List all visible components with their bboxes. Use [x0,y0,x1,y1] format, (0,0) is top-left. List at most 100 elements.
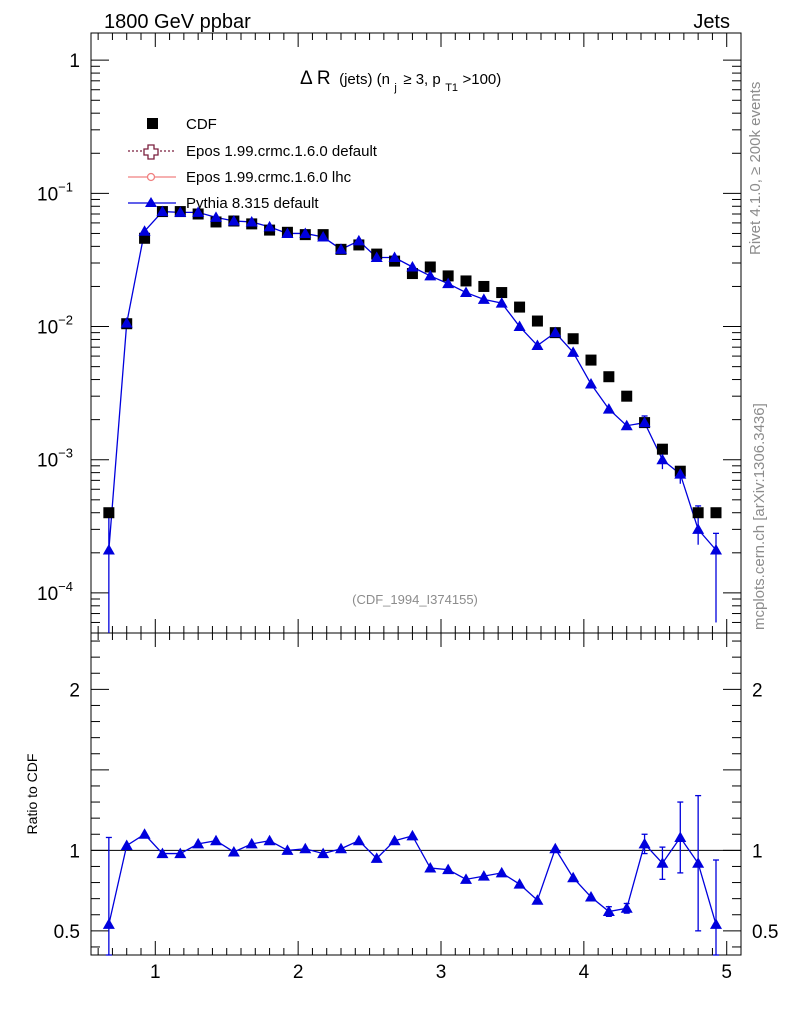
ratio-point [192,837,205,849]
cdf-point [478,280,490,292]
title-gt100: >100) [462,71,501,88]
pythia-point [227,215,240,226]
ratio-point [442,863,455,875]
pythia-point [138,225,151,236]
pythia-point [299,227,312,238]
mcplots-label: mcplots.cern.ch [arXiv:1306.3436] [751,403,768,630]
title-sub-j: j [393,82,396,94]
ratio-point [620,902,633,913]
cdf-point [710,507,722,519]
y-tick-label: 10−1 [37,179,73,205]
y-tick-exponent: −2 [58,313,73,328]
legend-pythia-marker [145,197,157,207]
y-tick-base: 10 [37,184,58,205]
pythia-point [192,206,205,217]
ratio-point [406,829,419,841]
cdf-point [103,507,115,519]
pythia-point [460,286,472,298]
ratio-point [263,834,276,846]
ratio-point [460,873,472,884]
y-tick-exponent: −3 [58,446,73,461]
ratio-point [531,894,544,905]
legend-epos-lhc-label: Epos 1.99.crmc.1.6.0 lhc [186,169,352,186]
pythia-point [245,215,258,227]
pythia-point [477,293,490,304]
chart-title: Δ R (jets) (n j ≥ 3, p T1 >100) [300,68,501,95]
cdf-point [567,333,579,345]
x-tick-label: 2 [293,962,304,983]
title-sub-t1: T1 [445,82,458,94]
x-tick-label: 3 [436,962,447,983]
cdf-point [442,270,454,282]
legend-epos-default-marker [143,144,159,160]
ratio-point [174,847,187,859]
cdf-point [514,301,526,313]
pythia-point [567,346,580,357]
y-tick-label: 10−3 [37,446,73,472]
cdf-point [531,315,543,327]
y-tick-exponent: −4 [58,579,73,594]
cdf-point [692,507,704,519]
ratio-panel-frame [90,632,742,956]
pythia-point [352,234,365,246]
ratio-point [495,866,508,878]
y-tick-label: 10−4 [37,579,73,605]
cdf-point [496,287,508,299]
ratio-point [477,870,490,881]
ratio-point [210,834,222,846]
ratio-point [120,839,133,851]
pythia-point [602,403,615,414]
pythia-point [620,419,633,431]
pythia-point [656,453,669,465]
y-tick-base: 10 [37,584,58,605]
ratio-point [424,862,437,873]
pythia-point [263,220,276,232]
pythia-point [388,251,401,262]
x-tick-labels: 1 2 3 4 5 [150,962,732,983]
ratio-point [585,891,597,902]
analysis-watermark: (CDF_1994_I374155) [352,592,478,607]
pythia-point [406,260,419,272]
ratio-point [602,905,615,917]
ratio-point [370,852,383,863]
pythia-point [585,378,597,389]
pythia-point [674,468,687,479]
pythia-point [102,543,115,555]
ratio-tick-label-right: 0.5 [752,922,778,943]
legend-pythia-label: Pythia 8.315 default [186,195,319,212]
cdf-point [210,216,222,228]
ratio-point [156,847,169,859]
ratio-point [692,857,705,868]
pythia-point [156,205,169,217]
cdf-point [621,390,633,402]
pythia-point [638,416,651,428]
ratio-series [91,794,741,956]
ratio-point [549,842,562,854]
ratio-point [299,842,312,854]
pythia-point [317,231,330,242]
ratio-point [281,844,294,855]
y-tick-label: 1 [69,51,80,72]
cdf-point [656,443,668,455]
ratio-point [674,831,687,842]
ratio-point [388,834,401,846]
pythia-point [513,320,526,332]
pythia-point [442,277,455,289]
ratio-tick-label-left: 1 [69,841,80,862]
cdf-point [603,371,615,383]
ratio-tick-label-left: 0.5 [54,922,80,943]
pythia-point [692,523,705,534]
y-tick-base: 10 [37,318,58,339]
pythia-point [335,243,347,254]
ratio-point [638,837,651,849]
y-tick-exponent: −1 [58,179,73,194]
ratio-tick-label-right: 1 [752,841,763,862]
ratio-tick-label-left: 2 [69,680,80,701]
cdf-point [585,354,597,366]
x-tick-label: 4 [579,962,590,983]
ratio-point [335,842,347,854]
pythia-point [281,227,294,238]
header-left: 1800 GeV ppbar [104,11,251,33]
y-tick-base: 10 [37,451,58,472]
pythia-point [549,326,562,338]
